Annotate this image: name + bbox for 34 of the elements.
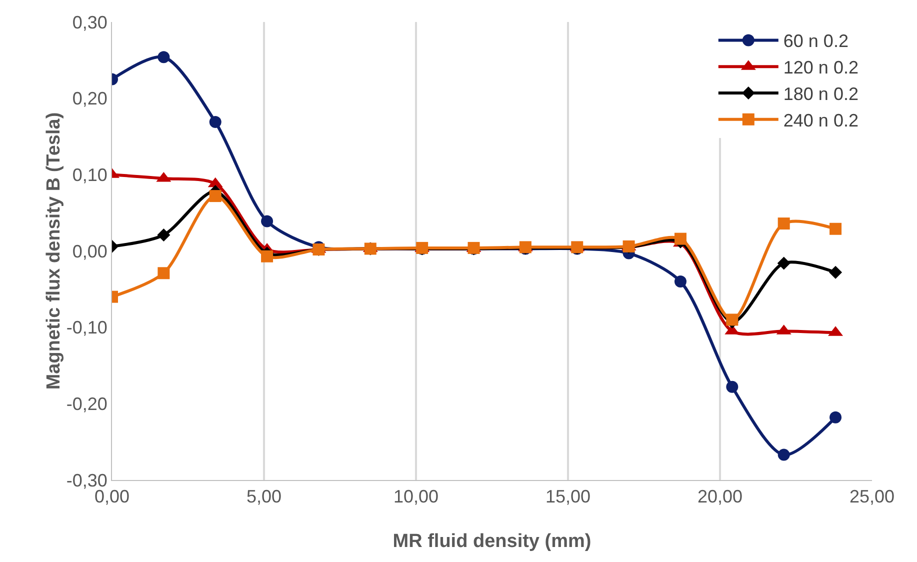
legend-label: 60 n 0.2 [783,31,848,52]
y-tick-label: -0,20 [66,394,108,414]
legend-label: 120 n 0.2 [783,58,858,78]
x-tick-label: 5,00 [246,486,282,507]
point [830,222,842,235]
legend-label: 240 n 0.2 [783,110,858,130]
legend-label: 180 n 0.2 [783,84,858,104]
y-tick-label: 0,20 [72,88,108,109]
point [726,380,738,393]
point [158,51,170,64]
point [157,228,170,242]
point [158,267,170,280]
point [777,256,790,270]
point [209,116,222,128]
y-tick-label: 0,00 [72,241,108,262]
y-tick-label: -0,10 [66,318,108,338]
y-tick-label: 0,30 [72,12,108,32]
x-tick-label: 15,00 [545,486,591,507]
x-tick-label: 25,00 [849,486,895,507]
point [726,314,738,326]
x-tick-label: 10,00 [393,486,439,507]
point [674,276,686,288]
x-tick-label: 20,00 [697,486,743,507]
point [261,250,274,262]
y-axis-title: Magnetic flux density B (Tesla) [43,112,64,390]
point [830,411,842,424]
point [778,448,790,461]
x-axis-title: MR fluid density (mm) [392,531,592,552]
point [209,190,222,202]
y-tick-label: 0,10 [72,164,108,185]
point [261,215,274,228]
point [674,232,686,245]
point [829,266,842,279]
point [778,218,790,230]
